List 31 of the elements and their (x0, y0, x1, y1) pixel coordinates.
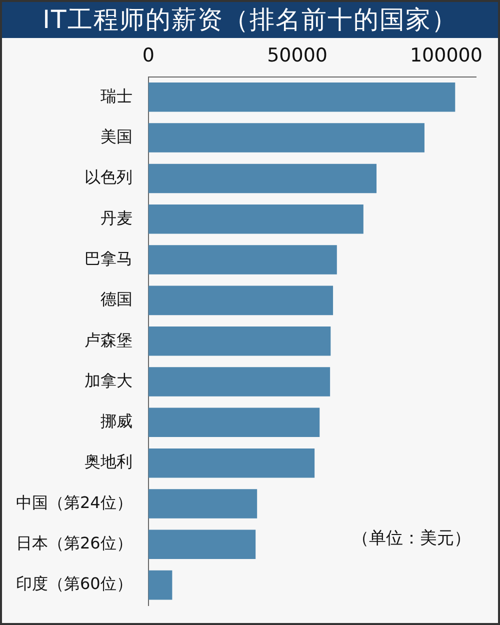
y-tick-label: 巴拿马 (84, 248, 132, 268)
y-tick-label: 卢森堡 (84, 330, 132, 350)
bar (148, 448, 315, 478)
y-tick-label: 丹麦 (100, 208, 132, 228)
bar (148, 123, 424, 152)
bar (148, 82, 456, 112)
annotation: （单位：美元） (352, 528, 471, 548)
bar (148, 204, 364, 234)
x-tick-label: 50000 (267, 44, 328, 66)
y-tick-label: 中国（第24位） (16, 492, 132, 512)
y-tick-label: 德国 (100, 290, 132, 309)
bar (148, 286, 334, 316)
bar (148, 245, 337, 274)
bar (148, 489, 258, 518)
x-tick-label: 0 (142, 44, 154, 66)
bar (148, 326, 331, 356)
y-tick-label: 印度（第60位） (16, 574, 132, 594)
y-tick-label: 加拿大 (84, 370, 132, 390)
bar (148, 367, 330, 396)
y-tick-label: 美国 (100, 126, 132, 146)
y-tick-label: 瑞士 (100, 86, 132, 106)
y-tick-label: 挪威 (100, 412, 132, 431)
bar (148, 408, 320, 438)
bar (148, 570, 172, 600)
x-tick-label: 100000 (410, 44, 482, 66)
y-tick-label: 奥地利 (84, 452, 132, 472)
chart-title: IT工程师的薪资（排名前十的国家） (2, 2, 498, 38)
bar (148, 530, 256, 560)
y-tick-label: 日本（第26位） (16, 534, 132, 553)
y-tick-label: 以色列 (84, 168, 132, 187)
bar (148, 164, 377, 194)
